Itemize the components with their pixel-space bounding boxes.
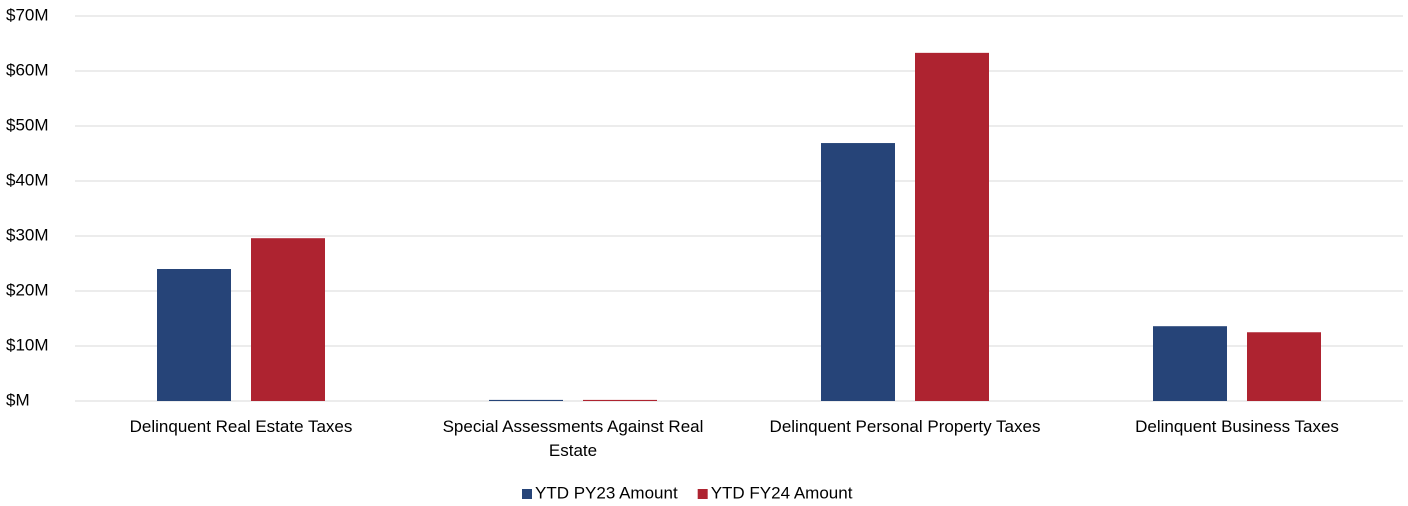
y-tick-label: $30M xyxy=(6,225,49,244)
y-tick-label: $70M xyxy=(6,5,49,24)
bar xyxy=(1247,332,1321,401)
x-tick-label: Special Assessments Against Real Estate xyxy=(443,417,704,460)
x-tick-label: Delinquent Business Taxes xyxy=(1135,417,1339,436)
bar xyxy=(489,399,563,401)
y-tick-label: $M xyxy=(6,390,30,409)
x-tick-label-line: Delinquent Business Taxes xyxy=(1135,417,1339,436)
x-tick-label-line: Special Assessments Against Real xyxy=(443,417,704,436)
x-tick-label-line: Delinquent Personal Property Taxes xyxy=(770,417,1041,436)
x-tick-label: Delinquent Personal Property Taxes xyxy=(770,417,1041,436)
y-tick-label: $50M xyxy=(6,115,49,134)
bar xyxy=(821,143,895,402)
legend-swatch xyxy=(697,489,708,499)
bar xyxy=(1153,326,1227,401)
y-tick-label: $60M xyxy=(6,60,49,79)
bar xyxy=(583,399,657,401)
x-tick-label-line: Estate xyxy=(549,441,597,460)
bar xyxy=(157,269,231,401)
x-tick-label: Delinquent Real Estate Taxes xyxy=(130,417,353,436)
legend-swatch xyxy=(522,489,532,499)
legend-label: YTD FY24 Amount xyxy=(711,483,853,502)
legend-label: YTD PY23 Amount xyxy=(535,483,678,502)
bar xyxy=(251,238,325,401)
y-tick-label: $40M xyxy=(6,170,49,189)
bar xyxy=(915,52,989,401)
y-tick-label: $20M xyxy=(6,280,49,299)
y-tick-label: $10M xyxy=(6,335,49,354)
x-tick-label-line: Delinquent Real Estate Taxes xyxy=(130,417,353,436)
